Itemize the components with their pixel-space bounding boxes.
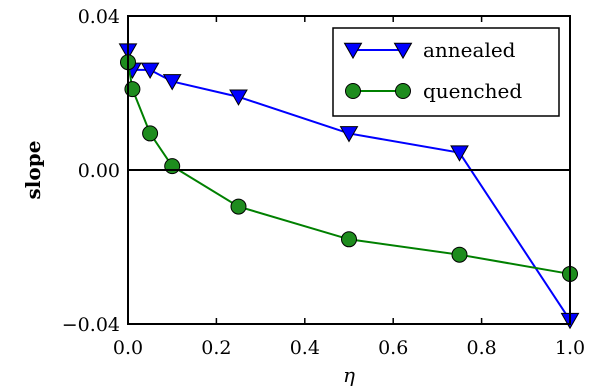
- x-tick-label: 0.0: [113, 337, 143, 359]
- y-tick-label: 0.00: [78, 160, 120, 182]
- ticks-layer: 0.0 0.2 0.4 0.6 0.8 1.0 −0.04 0.00 0.04: [62, 6, 585, 359]
- x-tick-label: 0.8: [466, 337, 496, 359]
- y-tick-label: 0.04: [78, 6, 120, 28]
- data-point-annealed: [339, 126, 359, 143]
- legend-items: annealed quenched: [343, 38, 522, 103]
- data-point-annealed: [162, 74, 182, 91]
- legend-marker: [343, 42, 363, 60]
- x-tick-label: 0.6: [378, 337, 408, 359]
- data-point-quenched: [142, 125, 159, 142]
- data-point-quenched: [164, 158, 181, 175]
- x-tick-label: 0.2: [201, 337, 231, 359]
- x-tick-label: 1.0: [555, 337, 585, 359]
- x-tick-label: 0.4: [290, 337, 320, 359]
- data-point-quenched: [451, 246, 468, 263]
- legend: annealed quenched: [332, 27, 560, 117]
- y-axis-label: slope: [21, 141, 45, 200]
- legend-box: [332, 27, 560, 117]
- legend-marker: [393, 42, 413, 60]
- x-axis-label: η: [343, 363, 355, 387]
- series-layer: [118, 43, 580, 330]
- legend-label: annealed: [423, 38, 516, 62]
- legend-item-quenched: quenched: [345, 79, 522, 103]
- legend-item-annealed: annealed: [343, 38, 516, 62]
- series-annealed: [118, 43, 580, 330]
- data-point-annealed: [229, 89, 248, 106]
- legend-label: quenched: [423, 79, 522, 103]
- series-quenched: [120, 54, 578, 282]
- legend-marker: [395, 83, 411, 99]
- data-point-quenched: [230, 198, 247, 215]
- data-point-quenched: [341, 231, 357, 248]
- y-tick-label: −0.04: [62, 314, 120, 336]
- data-point-annealed: [140, 62, 160, 79]
- legend-marker: [345, 83, 361, 99]
- data-point-annealed: [450, 145, 469, 162]
